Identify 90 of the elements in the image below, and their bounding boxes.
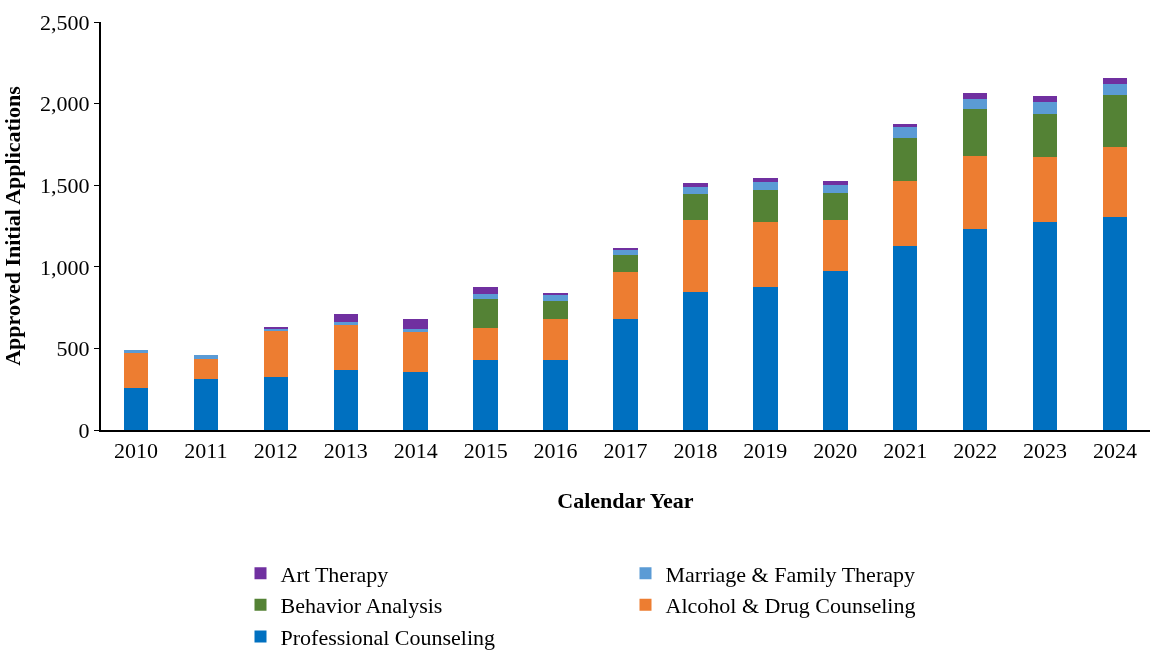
- bar: [613, 250, 638, 256]
- bar: [1032, 222, 1058, 430]
- bar: [683, 219, 708, 292]
- x-tick-label: 2023: [1023, 438, 1068, 464]
- bar: [473, 299, 498, 328]
- legend-label: Art Therapy: [280, 561, 389, 587]
- x-tick-label: 2021: [883, 438, 928, 464]
- bar: [473, 287, 498, 295]
- bar: [123, 388, 149, 430]
- bar: [823, 271, 848, 430]
- bar: [823, 220, 848, 272]
- y-tick-label: 1,000: [40, 254, 90, 280]
- bar: [753, 182, 778, 190]
- bar: [823, 184, 848, 194]
- bar: [962, 156, 988, 229]
- bar: [893, 127, 918, 138]
- y-tick-label: 1,500: [40, 172, 90, 198]
- bar: [543, 301, 568, 320]
- bar: [683, 187, 708, 195]
- x-tick-label: 2013: [323, 438, 368, 464]
- bar: [613, 255, 638, 273]
- bar: [403, 328, 428, 332]
- bar: [1102, 78, 1128, 85]
- bar: [403, 331, 428, 372]
- bar: [613, 319, 638, 430]
- bar: [823, 180, 848, 185]
- legend-label: Behavior Analysis: [280, 593, 443, 619]
- bar: [613, 272, 638, 320]
- x-axis-title: Calendar Year: [557, 487, 694, 513]
- legend-label: Marriage & Family Therapy: [665, 561, 915, 587]
- bar: [473, 327, 498, 361]
- bar: [473, 294, 498, 300]
- bar: [123, 352, 149, 389]
- bar: [1102, 216, 1128, 430]
- bar: [753, 178, 778, 183]
- bar: [333, 321, 359, 325]
- bar: [1032, 114, 1058, 158]
- bar: [1032, 101, 1058, 115]
- y-tick-label: 2,500: [40, 9, 90, 35]
- bar: [193, 354, 219, 359]
- bar: [753, 221, 778, 288]
- bar: [962, 93, 988, 99]
- bar: [333, 314, 359, 322]
- x-tick-label: 2012: [253, 438, 298, 464]
- bar: [403, 319, 428, 329]
- x-tick-label: 2022: [953, 438, 998, 464]
- bar: [333, 369, 359, 430]
- bar: [1102, 147, 1128, 217]
- y-axis-title: Approved Initial Applications: [0, 85, 25, 366]
- bar: [333, 324, 359, 370]
- bar: [962, 109, 988, 157]
- bar: [823, 193, 848, 221]
- bar: [1102, 94, 1128, 148]
- bar: [753, 189, 778, 222]
- x-tick-label: 2017: [603, 438, 648, 464]
- bar: [1102, 84, 1128, 95]
- bar: [893, 181, 918, 247]
- legend-label: Alcohol & Drug Counseling: [665, 593, 916, 619]
- bar: [893, 137, 918, 182]
- bar: [753, 287, 778, 430]
- bar: [962, 228, 988, 430]
- x-tick-label: 2010: [113, 438, 158, 464]
- y-tick-label: 0: [78, 417, 90, 443]
- x-tick-label: 2018: [673, 438, 718, 464]
- x-tick-label: 2016: [533, 438, 578, 464]
- x-tick-label: 2020: [813, 438, 858, 464]
- bar: [893, 246, 918, 430]
- bar: [962, 98, 988, 110]
- y-tick-label: 2,000: [40, 91, 90, 117]
- bar: [193, 379, 219, 430]
- x-tick-label: 2015: [463, 438, 508, 464]
- bar: [403, 371, 428, 430]
- bar: [263, 376, 289, 430]
- bar: [683, 291, 708, 430]
- bar: [1032, 96, 1058, 102]
- bar: [123, 350, 149, 353]
- bar: [1032, 157, 1058, 223]
- x-tick-label: 2019: [743, 438, 788, 464]
- bar: [683, 194, 708, 220]
- bar: [193, 358, 219, 380]
- bar: [543, 360, 568, 430]
- bar: [543, 319, 568, 361]
- x-tick-label: 2024: [1093, 438, 1138, 464]
- x-tick-label: 2011: [184, 438, 228, 464]
- x-tick-label: 2014: [393, 438, 438, 464]
- y-tick-label: 500: [56, 336, 90, 362]
- bar: [263, 330, 289, 377]
- bar: [683, 183, 708, 188]
- legend-label: Professional Counseling: [280, 624, 495, 650]
- bar: [473, 360, 498, 430]
